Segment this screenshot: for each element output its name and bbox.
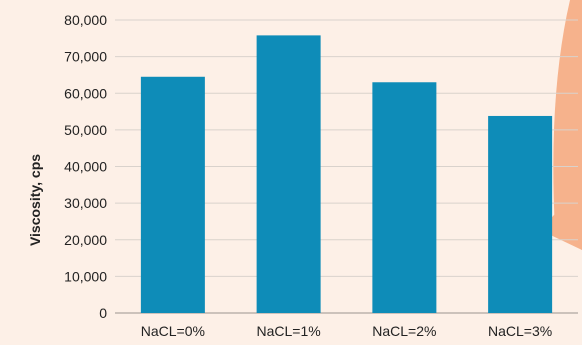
bars bbox=[140, 35, 553, 314]
bar-3 bbox=[372, 82, 437, 313]
x-category-label: NaCL=0% bbox=[141, 323, 205, 339]
y-tick-label: 60,000 bbox=[64, 85, 107, 101]
x-category-label: NaCL=3% bbox=[488, 323, 552, 339]
callout-shape bbox=[553, 0, 582, 250]
y-tick-labels: 0 10,000 20,000 30,000 40,000 50,000 60,000 70,… bbox=[64, 12, 107, 321]
y-tick-label: 80,000 bbox=[64, 12, 107, 28]
x-category-label: NaCL=2% bbox=[372, 323, 436, 339]
bar-1 bbox=[140, 76, 205, 313]
x-category-labels: NaCL=0% NaCL=1% NaCL=2% NaCL=3% bbox=[141, 323, 552, 339]
x-category-label: NaCL=1% bbox=[257, 323, 321, 339]
y-tick-label: 0 bbox=[99, 305, 107, 321]
y-tick-label: 30,000 bbox=[64, 195, 107, 211]
y-tick-label: 10,000 bbox=[64, 268, 107, 284]
y-tick-label: 70,000 bbox=[64, 49, 107, 65]
bar-2 bbox=[256, 35, 321, 313]
y-tick-label: 20,000 bbox=[64, 232, 107, 248]
y-tick-label: 50,000 bbox=[64, 122, 107, 138]
y-tick-label: 40,000 bbox=[64, 159, 107, 175]
bar-4 bbox=[488, 115, 553, 314]
y-axis-title: Viscosity, cps bbox=[27, 154, 43, 246]
